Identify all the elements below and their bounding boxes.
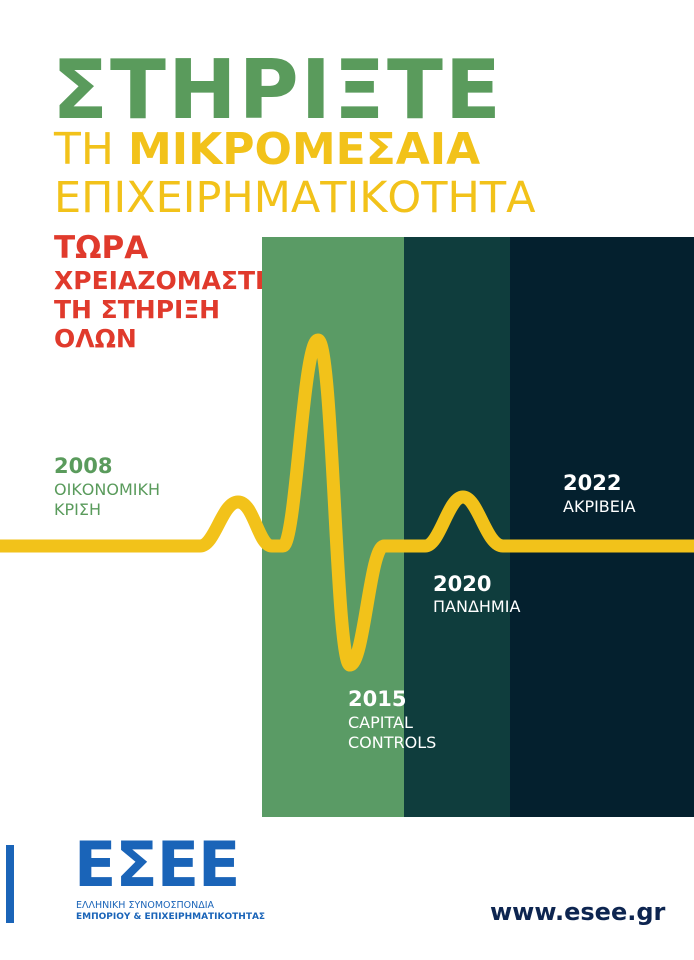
timeline-2022-year: 2022 [563,471,622,495]
timeline-2015-year: 2015 [348,687,407,711]
website-url[interactable]: www.esee.gr [490,898,666,926]
logo-name: ΕΣΕΕ [74,828,240,901]
headline-line2: ΤΗ ΜΙΚΡΟΜΕΣΑΙΑ [54,128,480,172]
panel-2022 [510,237,694,817]
subhead-line1: ΤΩΡΑ [54,230,149,266]
logo-subtitle-line1: ΕΛΛΗΝΙΚΗ ΣΥΝΟΜΟΣΠΟΝΔΙΑ [76,900,215,911]
timeline-2008-year: 2008 [54,454,113,478]
timeline-2015-desc1: CAPITAL [348,713,413,732]
logo-subtitle-line2: ΕΜΠΟΡΙΟΥ & ΕΠΙΧΕΙΡΗΜΑΤΙΚΟΤΗΤΑΣ [76,912,266,922]
timeline-2020-year: 2020 [433,572,492,596]
headline-line3: ΕΠΙΧΕΙΡΗΜΑΤΙΚΟΤΗΤΑ [54,173,536,223]
timeline-2008-desc2: ΚΡΙΣΗ [54,500,101,519]
headline-line2-bold: ΜΙΚΡΟΜΕΣΑΙΑ [127,124,481,175]
logo-accent-bar [6,845,14,923]
timeline-2008-desc1: ΟΙΚΟΝΟΜΙΚΗ [54,480,161,499]
timeline-2020-desc1: ΠΑΝΔΗΜΙΑ [433,597,521,616]
subhead-line4: ΟΛΩΝ [54,324,137,353]
subhead-line3: ΤΗ ΣΤΗΡΙΞΗ [54,295,221,324]
timeline-2015-desc2: CONTROLS [348,733,437,752]
subhead-line2: ΧΡΕΙΑΖΟΜΑΣΤΕ [54,266,273,295]
headline-line2-light: ΤΗ [54,124,128,175]
headline-line1: ΣΤΗΡΙΞΤΕ [52,43,503,138]
timeline-2022-desc1: ΑΚΡΙΒΕΙΑ [563,497,636,516]
